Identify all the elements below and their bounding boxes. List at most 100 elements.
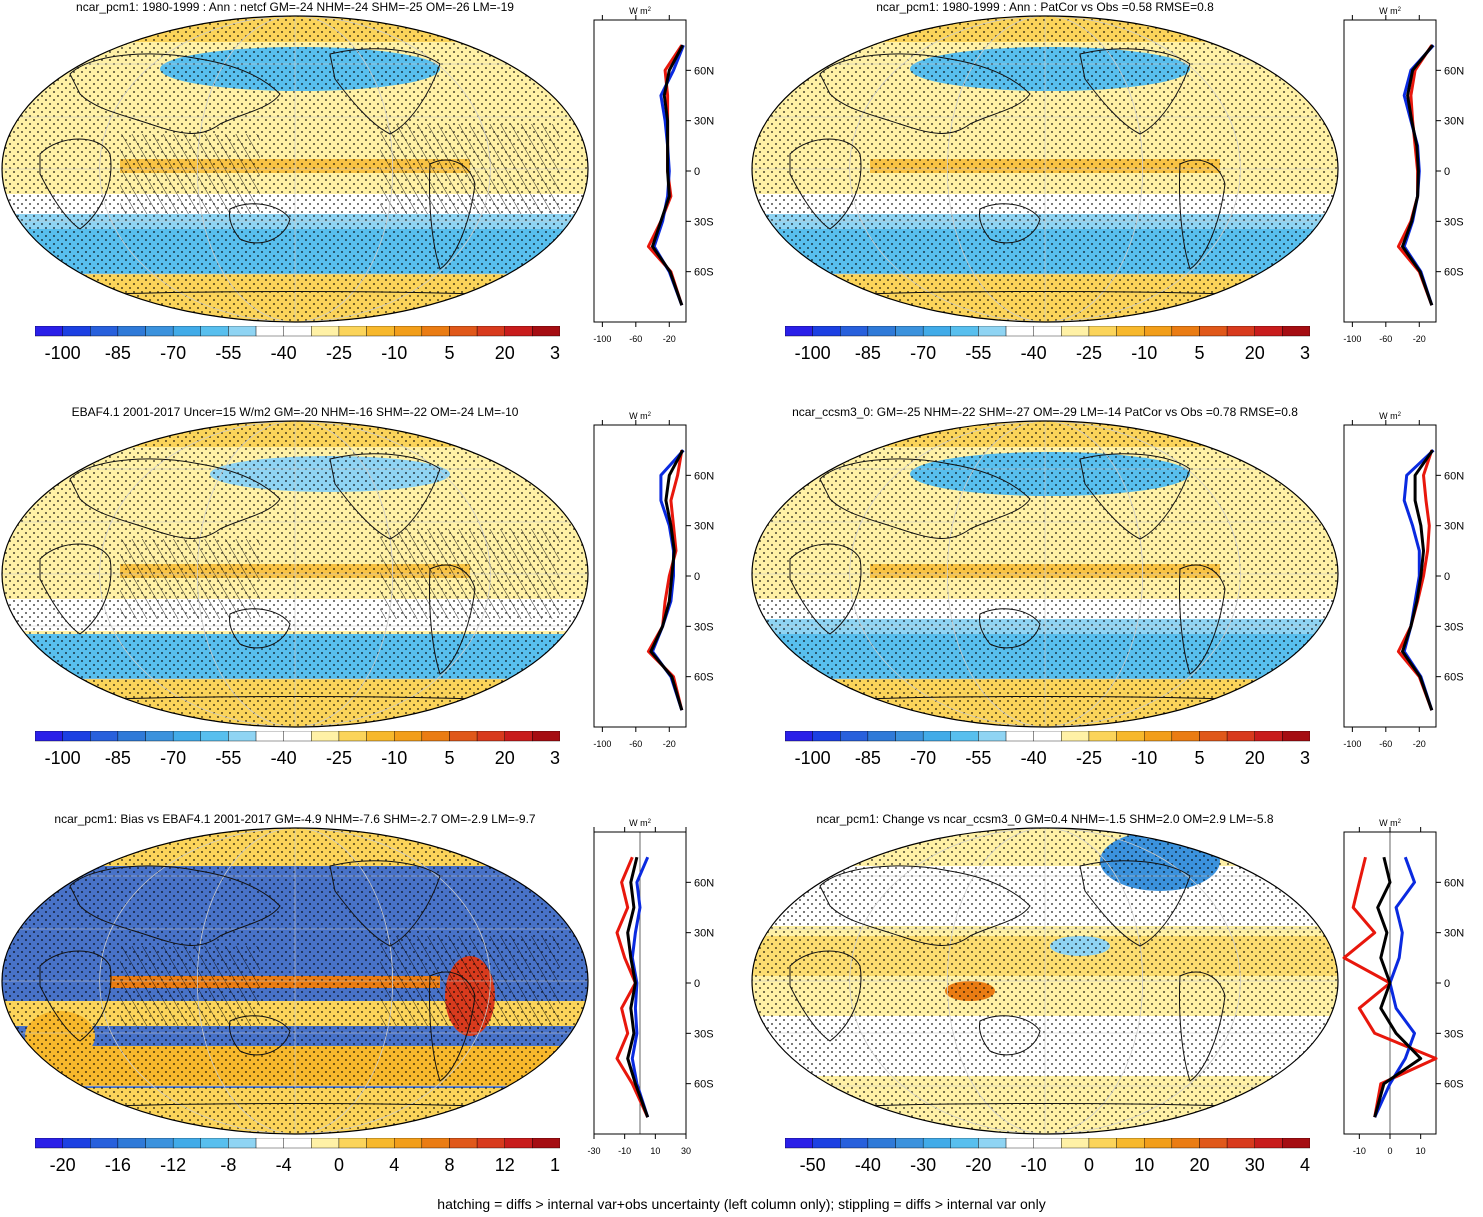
colorbar-tick-label: -25 <box>326 343 352 363</box>
colorbar-swatch <box>504 1138 533 1149</box>
colorbar-swatch <box>311 731 340 742</box>
colorbar-tick-label: -70 <box>910 343 936 363</box>
colorbar-swatch <box>1061 326 1090 337</box>
colorbar: -100-85-70-55-40-25-105203550 <box>35 326 560 363</box>
colorbar-swatch <box>255 1138 284 1149</box>
colorbar-swatch <box>812 326 841 337</box>
colorbar-tick-label: -85 <box>105 748 131 768</box>
x-tick-label: -30 <box>587 1146 600 1156</box>
colorbar-tick-label: 35 <box>550 748 560 768</box>
colorbar-swatch <box>338 326 367 337</box>
lat-tick-label: 0 <box>1444 166 1450 178</box>
colorbar-swatch <box>1144 731 1173 742</box>
lat-tick-label: 60S <box>694 672 714 684</box>
colorbar-swatch <box>785 1138 813 1149</box>
colorbar-swatch <box>922 731 951 742</box>
x-tick-label: -100 <box>593 334 611 344</box>
colorbar-swatch <box>532 731 560 742</box>
colorbar-swatch <box>1254 731 1283 742</box>
colorbar-swatch <box>366 326 395 337</box>
colorbar-tick-label: -100 <box>45 748 81 768</box>
colorbar-tick-label: 0 <box>1084 1155 1094 1175</box>
colorbar-swatch <box>117 731 146 742</box>
colorbar-tick-label: 12 <box>495 1155 515 1175</box>
lat-tick-label: 60N <box>694 65 714 77</box>
colorbar-swatch <box>895 1138 924 1149</box>
colorbar-swatch <box>867 731 896 742</box>
zonal-unit-label: W m2 <box>1379 818 1402 828</box>
x-tick-label: -100 <box>1343 334 1361 344</box>
colorbar-swatch <box>1199 731 1228 742</box>
colorbar-swatch <box>228 1138 257 1149</box>
world-map <box>1 827 589 1135</box>
colorbar: -100-85-70-55-40-25-105203550 <box>785 326 1310 363</box>
zonal-series-line <box>1401 44 1434 306</box>
colorbar: -20-16-12-8-4048121620 <box>35 1138 560 1175</box>
colorbar-swatch <box>421 326 450 337</box>
x-tick-label: 10 <box>650 1146 660 1156</box>
colorbar-swatch <box>338 731 367 742</box>
panel-title: ncar_pcm1: Change vs ncar_ccsm3_0 GM=0.4… <box>816 812 1274 826</box>
colorbar-swatch <box>1282 731 1310 742</box>
colorbar-swatch <box>255 326 284 337</box>
colorbar-swatch <box>476 1138 505 1149</box>
colorbar-swatch <box>532 326 560 337</box>
colorbar-tick-label: -70 <box>160 343 186 363</box>
zonal-unit-label: W m2 <box>1379 6 1402 16</box>
colorbar-swatch <box>1088 326 1117 337</box>
colorbar-swatch <box>1199 1138 1228 1149</box>
x-tick-label: -100 <box>593 739 611 749</box>
x-tick-label: 0 <box>1387 1146 1392 1156</box>
colorbar-swatch <box>90 1138 119 1149</box>
world-map <box>1 420 589 728</box>
lat-tick-label: 60N <box>694 470 714 482</box>
panel-title: ncar_ccsm3_0: GM=-25 NHM=-22 SHM=-27 OM=… <box>792 405 1298 419</box>
lat-tick-label: 30S <box>694 1028 714 1040</box>
colorbar-swatch <box>476 731 505 742</box>
zonal-series-line <box>1373 856 1423 1118</box>
colorbar-tick-label: 8 <box>444 1155 454 1175</box>
colorbar-tick-label: 10 <box>1134 1155 1154 1175</box>
colorbar-tick-label: -20 <box>965 1155 991 1175</box>
colorbar-tick-label: -100 <box>795 748 831 768</box>
panel-p1: ncar_pcm1: 1980-1999 : Ann : netcf GM=-2… <box>0 0 740 405</box>
colorbar-tick-label: 4 <box>389 1155 399 1175</box>
x-tick-label: -60 <box>629 334 642 344</box>
colorbar-tick-label: -10 <box>1021 1155 1047 1175</box>
zonal-unit-label: W m2 <box>1379 411 1402 421</box>
colorbar: -100-85-70-55-40-25-105203550 <box>785 731 1310 768</box>
zonal-mean-plot: W m2 60N 30N 0 30S 60S -100 -60 -20 <box>1343 411 1464 749</box>
lat-tick-label: 60N <box>1444 65 1464 77</box>
colorbar-swatch <box>1171 731 1200 742</box>
colorbar-tick-label: 5 <box>444 343 454 363</box>
panel-p5: ncar_pcm1: Bias vs EBAF4.1 2001-2017 GM=… <box>0 812 740 1217</box>
colorbar-swatch <box>1226 731 1255 742</box>
colorbar-swatch <box>504 731 533 742</box>
lat-tick-label: 30S <box>1444 621 1464 633</box>
colorbar-tick-label: -70 <box>160 748 186 768</box>
colorbar-swatch <box>394 1138 423 1149</box>
lat-tick-label: 0 <box>1444 571 1450 583</box>
colorbar-swatch <box>950 1138 979 1149</box>
colorbar-swatch <box>840 326 869 337</box>
lat-tick-label: 60N <box>694 877 714 889</box>
x-tick-label: -10 <box>618 1146 631 1156</box>
colorbar-tick-label: -25 <box>326 748 352 768</box>
zonal-series-line <box>651 44 685 306</box>
lat-tick-label: 60N <box>1444 877 1464 889</box>
zonal-series-line <box>1396 449 1434 711</box>
lat-tick-label: 0 <box>694 571 700 583</box>
colorbar-swatch <box>200 326 229 337</box>
zonal-mean-plot: W m2 60N 30N 0 30S 60S -100 -60 -20 <box>593 6 714 344</box>
lat-tick-label: 60S <box>1444 267 1464 279</box>
colorbar-swatch <box>840 1138 869 1149</box>
colorbar-swatch <box>1088 1138 1117 1149</box>
colorbar-swatch <box>1033 1138 1062 1149</box>
colorbar-swatch <box>255 731 284 742</box>
colorbar-swatch <box>145 1138 174 1149</box>
colorbar-swatch <box>922 1138 951 1149</box>
lat-tick-label: 30S <box>694 216 714 228</box>
colorbar-swatch <box>449 731 478 742</box>
colorbar-tick-label: -25 <box>1076 748 1102 768</box>
colorbar-swatch <box>311 326 340 337</box>
